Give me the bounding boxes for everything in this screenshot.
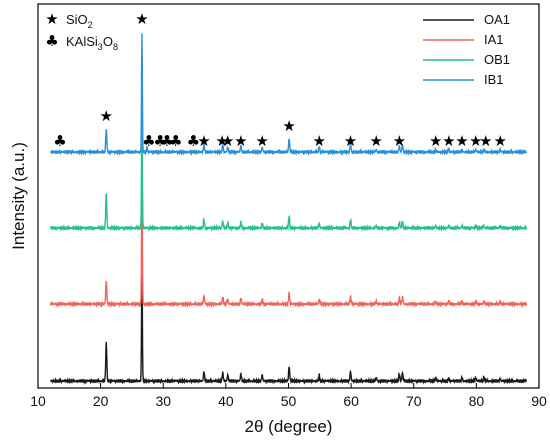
- legend-label-oa1: OA1: [484, 12, 510, 27]
- x-tick-label: 40: [218, 393, 234, 409]
- phase-legend: ★ SiO2 ♣ KAlSi3O8: [45, 10, 118, 52]
- series-line-ob1: [49, 107, 528, 232]
- sio2-peak-marker: ★: [221, 132, 234, 150]
- sio2-peak-marker: ★: [369, 132, 382, 150]
- sio2-peak-marker: ★: [455, 132, 468, 150]
- x-tick-label: 70: [406, 393, 422, 409]
- series-line-oa1: [49, 259, 528, 385]
- kalsi3o8-peak-marker: ♣: [142, 132, 155, 150]
- x-tick-label: 50: [281, 393, 297, 409]
- sio2-peak-marker: ★: [469, 132, 482, 150]
- sio2-peak-marker: ★: [135, 10, 148, 28]
- sio2-peak-marker: ★: [234, 132, 247, 150]
- y-axis-label: Intensity (a.u.): [9, 142, 28, 250]
- sio2-peak-marker: ★: [493, 132, 506, 150]
- x-axis-label: 2θ (degree): [245, 417, 333, 436]
- sio2-peak-marker: ★: [312, 132, 325, 150]
- series-legend: OA1 IA1 OB1 IB1: [423, 12, 510, 87]
- x-tick-label: 80: [469, 393, 485, 409]
- sio2-peak-marker: ★: [100, 107, 113, 125]
- sio2-peak-marker: ★: [344, 132, 357, 150]
- x-tick-label: 60: [343, 393, 359, 409]
- sio2-peak-marker: ★: [197, 132, 210, 150]
- sio2-peak-marker: ★: [282, 117, 295, 135]
- phase-legend-label: SiO2: [66, 12, 93, 30]
- sio2-peak-marker: ★: [215, 132, 228, 150]
- sio2-peak-marker: ★: [255, 132, 268, 150]
- kalsi3o8-peak-marker: ♣: [169, 132, 182, 150]
- legend-label-ob1: OB1: [484, 52, 510, 67]
- series-line-ia1: [49, 183, 528, 309]
- x-tick-label: 30: [155, 393, 171, 409]
- phase-legend-symbol: ★: [45, 10, 58, 28]
- plot-frame: [37, 3, 540, 389]
- x-tick-label: 10: [30, 393, 46, 409]
- series-traces: [49, 33, 528, 385]
- kalsi3o8-peak-marker: ♣: [53, 132, 66, 150]
- series-line-ib1: [50, 33, 528, 157]
- x-axis-ticks: 10 20 30 40 50 60 70 80 90: [30, 383, 547, 409]
- x-tick-label: 20: [93, 393, 109, 409]
- kalsi3o8-peak-marker: ♣: [187, 132, 200, 150]
- phase-legend-symbol: ♣: [45, 32, 58, 50]
- legend-label-ib1: IB1: [484, 72, 504, 87]
- kalsi3o8-peak-marker: ♣: [153, 132, 166, 150]
- phase-legend-label: KAlSi3O8: [66, 34, 118, 52]
- legend-label-ia1: IA1: [484, 32, 504, 47]
- x-tick-label: 90: [531, 393, 547, 409]
- kalsi3o8-peak-marker: ♣: [160, 132, 173, 150]
- sio2-peak-marker: ★: [429, 132, 442, 150]
- peak-annotations: ♣★★♣♣♣♣ ♣★ ★★ ★ ★★★ ★ ★ ★ ★ ★ ★ ★★ ★: [53, 10, 507, 150]
- sio2-peak-marker: ★: [442, 132, 455, 150]
- sio2-peak-marker: ★: [393, 132, 406, 150]
- sio2-peak-marker: ★: [479, 132, 492, 150]
